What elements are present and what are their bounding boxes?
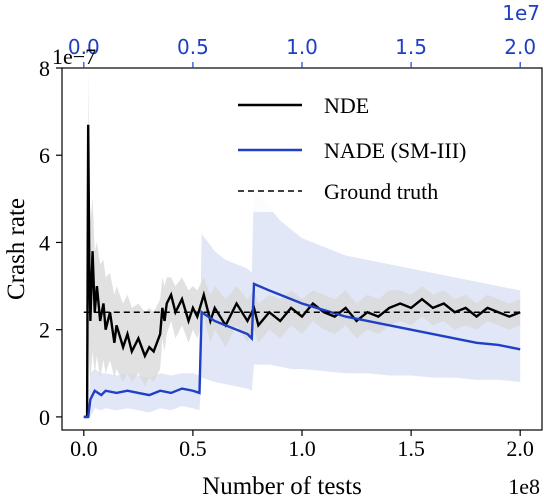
x-tick-label: 0.0 [70, 436, 98, 461]
legend-label-nde: NDE [324, 93, 369, 118]
top-x-exponent-label: 1e7 [502, 1, 540, 25]
top-x-tick-label: 0.5 [177, 35, 209, 59]
x-tick-label: 1.0 [288, 436, 316, 461]
y-tick-label: 2 [39, 318, 50, 343]
axis-ticks: 0.0 0.5 1.0 1.5 2.0 0 2 4 6 8 0.0 0.5 1.0 1.5 2.0 [39, 35, 536, 461]
x-axis-label: Number of tests [202, 473, 362, 500]
nde-line [83, 124, 521, 419]
legend-label-nade: NADE (SM-III) [324, 138, 466, 163]
y-tick-label: 4 [39, 230, 50, 255]
top-x-tick-label: 2.0 [504, 35, 536, 59]
top-x-tick-label: 1.5 [395, 35, 427, 59]
y-tick-label: 0 [39, 405, 50, 430]
y-tick-label: 6 [39, 143, 50, 168]
x-tick-label: 1.5 [397, 436, 425, 461]
nade-line [83, 282, 521, 419]
x-tick-label: 2.0 [506, 436, 534, 461]
legend-label-ground-truth: Ground truth [324, 179, 438, 204]
x-exponent-label: 1e8 [508, 474, 540, 499]
x-tick-label: 0.5 [179, 436, 207, 461]
series-lines [83, 124, 521, 419]
nde-confidence-band [83, 68, 521, 417]
top-x-tick-label: 1.0 [286, 35, 318, 59]
y-exponent-label: 1e−7 [52, 44, 96, 69]
y-axis-label: Crash rate [3, 198, 30, 300]
legend: NDE NADE (SM-III) Ground truth [228, 86, 528, 212]
y-tick-label: 8 [39, 56, 50, 81]
top-x-tick-label: 0.0 [68, 35, 100, 59]
confidence-bands [83, 68, 521, 417]
